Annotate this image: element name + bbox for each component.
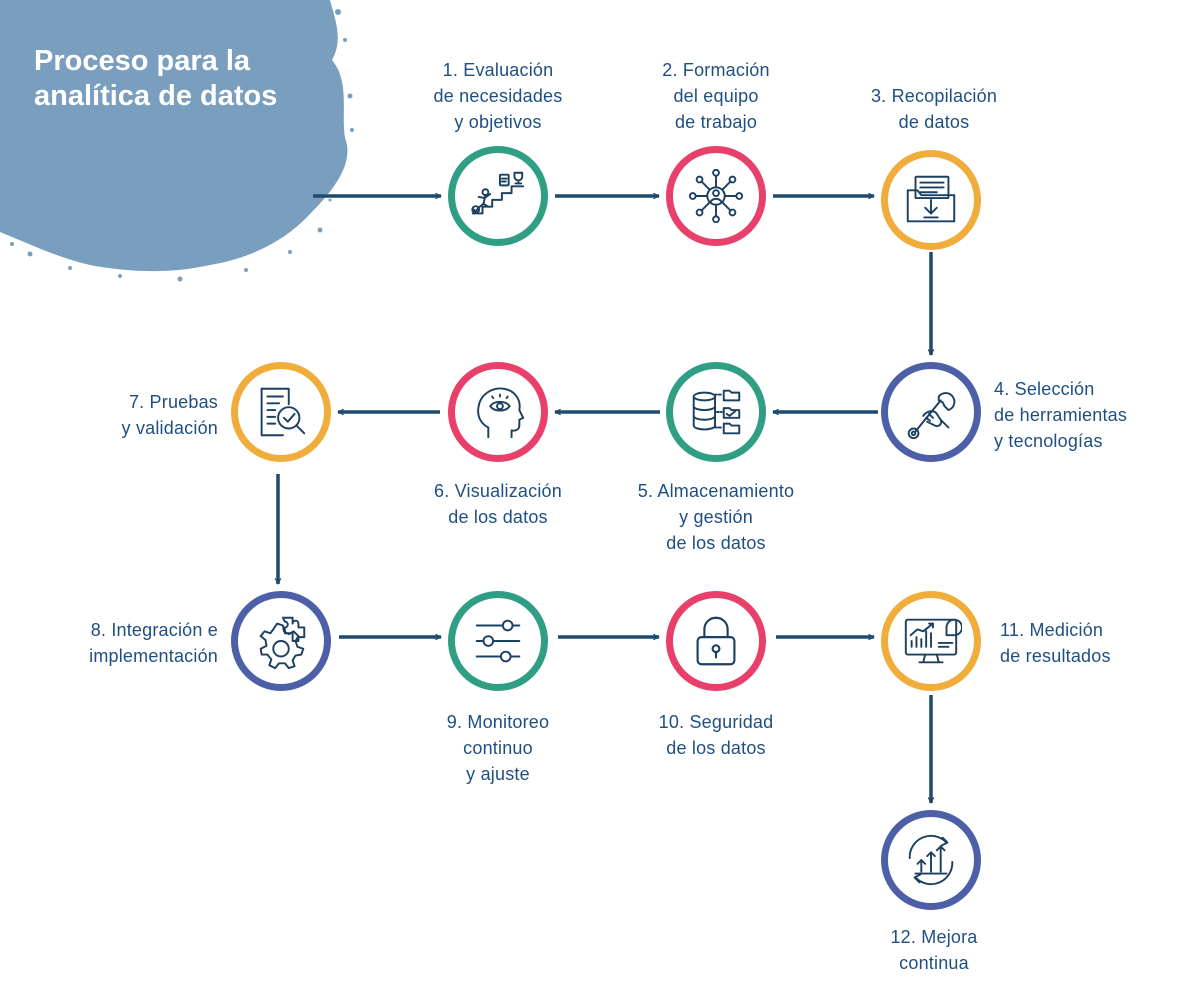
step-7-label: 7. Pruebas y validación xyxy=(121,392,218,438)
document-check-icon xyxy=(260,387,306,437)
step-9-node xyxy=(448,591,548,691)
step-10-label: 10. Seguridad de los datos xyxy=(658,712,774,758)
step-3-node xyxy=(881,150,981,250)
step-3-label: 3. Recopilación de datos xyxy=(870,86,998,132)
step-9-label: 9. Monitoreo continuo y ajuste xyxy=(446,712,550,784)
brush-speck-8 xyxy=(177,276,183,282)
brush-speck-12 xyxy=(10,242,14,246)
brush-speck-3 xyxy=(347,93,353,99)
step-11-label: 11. Medición de resultados xyxy=(1000,620,1111,666)
step-10-node xyxy=(666,591,766,691)
step-8-label: 8. Integración e implementación xyxy=(89,620,218,666)
brush-speck-6 xyxy=(288,250,292,254)
sliders-icon xyxy=(475,619,521,663)
step-11-node xyxy=(881,591,981,691)
step-5-node xyxy=(666,362,766,462)
brush-speck-9 xyxy=(118,274,122,278)
team-network-icon xyxy=(688,168,744,224)
step-1-label: 1. Evaluación de necesidades y objetivos xyxy=(433,60,563,132)
head-eye-icon xyxy=(477,387,525,439)
stairs-goal-icon xyxy=(471,171,525,215)
step-7-node xyxy=(231,362,331,462)
brush-speck-1 xyxy=(335,9,341,15)
brush-speck-2 xyxy=(343,38,347,42)
brush-speck-13 xyxy=(338,168,342,172)
step-2-label: 2. Formación del equipo de trabajo xyxy=(662,60,770,132)
wrench-hand-icon xyxy=(907,392,956,440)
gear-puzzle-icon xyxy=(259,616,306,670)
step-1-node xyxy=(448,146,548,246)
step-6-node xyxy=(448,362,548,462)
brush-speck-7 xyxy=(244,268,248,272)
monitor-chart-icon xyxy=(904,618,962,664)
brush-speck-10 xyxy=(68,266,72,270)
title-background-brush xyxy=(0,0,354,282)
step-4-node xyxy=(881,362,981,462)
step-2-node xyxy=(666,146,766,246)
folder-download-icon xyxy=(906,175,956,223)
brush-speck-4 xyxy=(350,128,354,132)
step-6-label: 6. Visualización de los datos xyxy=(434,481,562,527)
step-12-node xyxy=(881,810,981,910)
brush-speck-5 xyxy=(317,227,323,233)
padlock-icon xyxy=(696,616,736,666)
brush-speck-11 xyxy=(27,251,33,257)
step-5-label: 5. Almacenamiento y gestión de los datos xyxy=(637,481,795,553)
cycle-arrows-up-icon xyxy=(908,834,954,886)
brush-speck-14 xyxy=(328,198,332,202)
step-8-node xyxy=(231,591,331,691)
step-4-label: 4. Selección de herramientas y tecnologí… xyxy=(994,379,1128,451)
page-title: Proceso para la analítica de datos xyxy=(34,45,278,112)
step-12-label: 12. Mejora continua xyxy=(890,927,978,973)
database-folders-icon xyxy=(692,389,741,435)
